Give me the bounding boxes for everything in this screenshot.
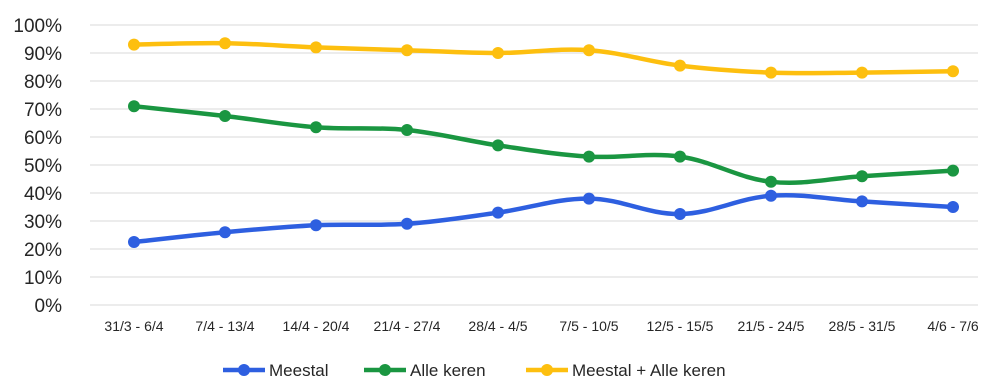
data-point: [128, 100, 140, 113]
data-point: [856, 66, 868, 79]
data-point: [401, 44, 413, 57]
data-point: [583, 150, 595, 163]
data-point: [765, 66, 777, 79]
y-tick-label: 80%: [24, 72, 62, 93]
y-tick-label: 20%: [24, 240, 62, 261]
legend-label: Meestal + Alle keren: [572, 361, 726, 380]
x-tick-label: 7/4 - 13/4: [195, 318, 254, 334]
data-point: [674, 150, 686, 163]
data-point: [947, 164, 959, 177]
x-tick-label: 21/5 - 24/5: [738, 318, 805, 334]
series-meestal: [128, 189, 959, 248]
data-point: [492, 47, 504, 59]
data-point: [583, 44, 595, 57]
x-tick-label: 14/4 - 20/4: [283, 318, 350, 334]
data-point: [492, 206, 504, 219]
data-point: [401, 217, 413, 230]
data-point: [219, 110, 231, 122]
y-tick-label: 50%: [24, 156, 62, 177]
series-line: [131, 40, 956, 76]
y-tick-label: 60%: [24, 128, 62, 149]
data-point: [947, 201, 959, 213]
data-point: [856, 195, 868, 208]
series-lines: [128, 37, 959, 248]
x-tick-label: 7/5 - 10/5: [559, 318, 618, 334]
data-point: [219, 37, 231, 50]
series-meestal-alle-keren: [128, 37, 959, 79]
legend: Meestal Alle keren Meestal + Alle keren: [223, 361, 726, 380]
x-axis-ticks: 31/3 - 6/4 7/4 - 13/4 14/4 - 20/4 21/4 - 27…: [104, 318, 978, 334]
legend-marker: [541, 364, 553, 376]
legend-item: Meestal + Alle keren: [526, 361, 726, 380]
data-point: [128, 236, 140, 248]
legend-item: Alle keren: [364, 361, 486, 380]
data-point: [310, 121, 322, 134]
data-point: [583, 192, 595, 205]
y-tick-label: 30%: [24, 212, 62, 233]
data-point: [310, 41, 322, 54]
legend-label: Alle keren: [410, 361, 486, 380]
x-tick-label: 28/4 - 4/5: [468, 318, 527, 334]
data-point: [219, 226, 231, 239]
data-point: [128, 38, 140, 51]
x-tick-label: 21/4 - 27/4: [374, 318, 441, 334]
y-tick-label: 40%: [24, 184, 62, 205]
data-point: [492, 139, 504, 152]
legend-label: Meestal: [269, 361, 329, 380]
series-alle-keren: [128, 100, 959, 188]
legend-item: Meestal: [223, 361, 329, 380]
series-line: [131, 193, 956, 245]
data-point: [765, 175, 777, 188]
x-tick-label: 4/6 - 7/6: [927, 318, 979, 334]
data-point: [856, 170, 868, 183]
x-tick-label: 12/5 - 15/5: [647, 318, 714, 334]
legend-marker: [238, 364, 250, 376]
x-tick-label: 28/5 - 31/5: [829, 318, 896, 334]
y-axis-ticks: 0% 10% 20% 30% 40% 50% 60% 70% 80% 90% 100%: [13, 16, 62, 317]
y-tick-label: 10%: [24, 268, 62, 289]
series-line: [131, 103, 956, 186]
data-point: [674, 208, 686, 220]
y-tick-label: 70%: [24, 100, 62, 121]
data-point: [401, 124, 413, 136]
gridlines: [90, 24, 978, 306]
y-tick-label: 0%: [35, 296, 63, 317]
data-point: [310, 219, 322, 232]
data-point: [947, 65, 959, 78]
legend-marker: [379, 364, 391, 376]
y-tick-label: 100%: [13, 16, 62, 37]
y-tick-label: 90%: [24, 44, 62, 65]
x-tick-label: 31/3 - 6/4: [104, 318, 163, 334]
data-point: [674, 59, 686, 72]
data-point: [765, 189, 777, 202]
